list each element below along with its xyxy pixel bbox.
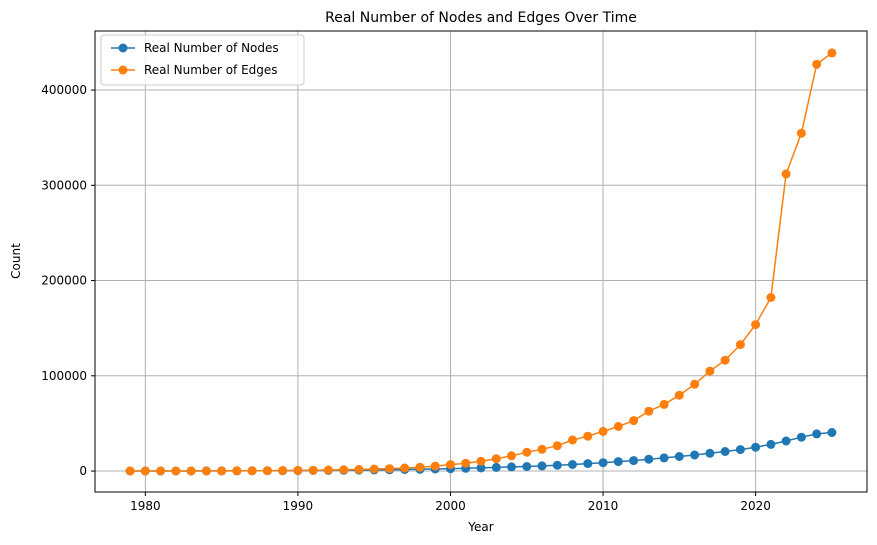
data-point: [537, 444, 547, 454]
x-tick-label: 1980: [130, 499, 161, 513]
data-point: [720, 447, 730, 456]
data-point: [720, 355, 730, 365]
data-point: [781, 169, 791, 179]
legend-marker-nodes: [118, 43, 128, 53]
data-point: [323, 465, 333, 475]
data-point: [491, 462, 501, 472]
data-point: [217, 466, 227, 476]
data-point: [491, 454, 501, 464]
data-point: [796, 128, 806, 138]
data-point: [262, 466, 272, 476]
data-point: [705, 448, 715, 458]
data-point: [308, 465, 318, 475]
data-point: [552, 441, 562, 451]
y-tick-label: 200000: [41, 274, 87, 288]
data-point: [583, 459, 593, 469]
x-tick-label: 2010: [588, 499, 619, 513]
data-point: [629, 456, 639, 466]
data-point: [354, 464, 364, 474]
data-point: [735, 340, 745, 350]
data-point: [644, 454, 654, 464]
y-tick-label: 100000: [41, 369, 87, 383]
data-point: [781, 436, 791, 446]
data-point: [659, 453, 669, 463]
data-point: [140, 466, 150, 476]
x-tick-label: 1990: [283, 499, 314, 513]
data-point: [827, 428, 837, 437]
x-axis-label: Year: [467, 520, 493, 534]
data-point: [201, 466, 211, 476]
data-point: [339, 465, 349, 475]
legend: Real Number of Nodes Real Number of Edge…: [100, 34, 305, 86]
data-point: [507, 451, 516, 461]
data-point: [568, 435, 577, 445]
data-point: [537, 461, 547, 471]
data-point: [751, 442, 761, 452]
data-point: [705, 366, 715, 376]
data-point: [796, 432, 806, 442]
data-point: [278, 466, 288, 475]
data-point: [507, 462, 516, 472]
data-point: [598, 426, 608, 436]
legend-box: [100, 34, 305, 86]
data-point: [415, 462, 425, 472]
data-point: [644, 406, 654, 416]
data-point: [613, 422, 623, 431]
y-tick-label: 0: [79, 464, 87, 478]
data-point: [476, 463, 486, 473]
data-point: [827, 48, 837, 58]
data-point: [247, 466, 257, 476]
data-point: [522, 462, 532, 471]
ticks: 1980 1990 2000 2010 2020 0 100000 200000 300000 4…: [41, 83, 771, 513]
data-point: [476, 456, 486, 466]
data-point: [156, 466, 166, 476]
data-point: [690, 450, 700, 460]
data-point: [674, 390, 684, 400]
chart-title: Real Number of Nodes and Edges Over Time: [325, 10, 637, 26]
data-point: [598, 458, 608, 468]
data-point: [125, 466, 135, 476]
data-point: [629, 416, 639, 426]
data-point: [522, 447, 532, 457]
data-point: [751, 320, 761, 330]
data-point: [583, 431, 593, 441]
data-point: [186, 466, 196, 476]
data-point: [812, 59, 822, 69]
legend-label-edges: Real Number of Edges: [144, 63, 278, 77]
y-tick-label: 300000: [41, 178, 87, 192]
series-edges: [125, 48, 837, 476]
data-point: [568, 460, 577, 469]
data-point: [385, 464, 394, 474]
legend-label-nodes: Real Number of Nodes: [144, 41, 279, 55]
data-point: [461, 458, 471, 468]
plot-frame: [94, 30, 868, 493]
data-point: [400, 463, 410, 473]
data-point: [293, 465, 303, 475]
data-point: [613, 457, 623, 467]
data-point: [735, 445, 745, 455]
data-point: [690, 379, 700, 389]
data-point: [232, 466, 242, 476]
legend-marker-edges: [118, 65, 128, 75]
y-axis-label: Count: [9, 243, 23, 279]
series-layer: [125, 48, 837, 476]
data-point: [446, 460, 455, 470]
y-tick-label: 400000: [41, 83, 87, 97]
data-point: [430, 461, 440, 471]
data-point: [766, 439, 776, 449]
x-tick-label: 2020: [740, 499, 771, 513]
data-point: [766, 293, 776, 302]
data-point: [171, 466, 181, 476]
data-point: [674, 452, 684, 461]
data-point: [552, 460, 562, 470]
data-point: [812, 429, 822, 439]
data-point: [369, 464, 379, 474]
x-tick-label: 2000: [435, 499, 466, 513]
data-point: [659, 399, 669, 409]
